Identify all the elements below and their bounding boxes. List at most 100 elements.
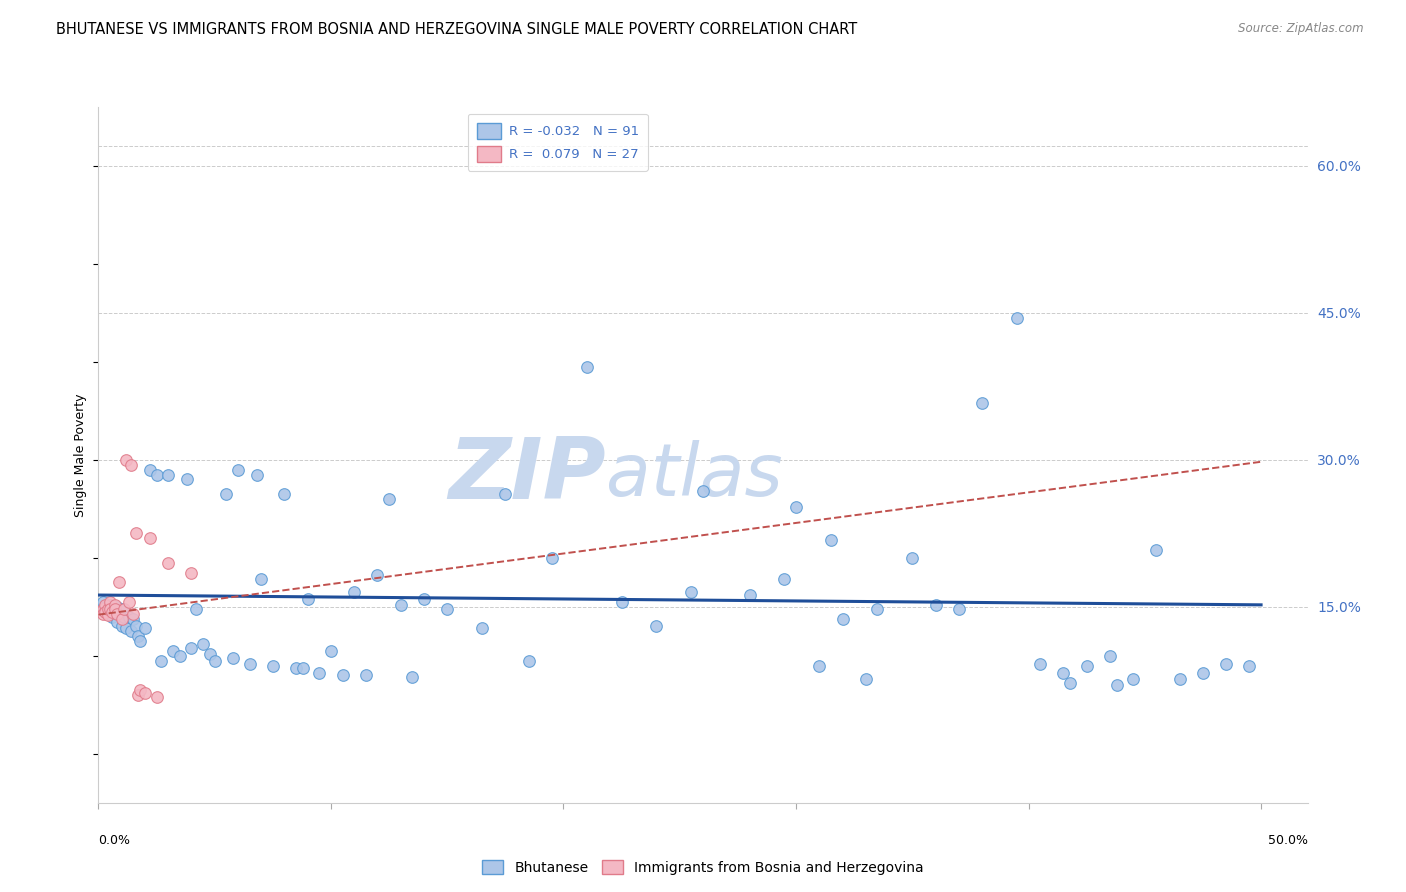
Point [98, 601, 121, 615]
Point [97, 601, 120, 615]
Point [129, 634, 152, 648]
Point [738, 588, 761, 602]
Point [226, 462, 249, 476]
Point [111, 601, 134, 615]
Point [1076, 658, 1098, 673]
Point [176, 472, 198, 486]
Point [94, 599, 117, 614]
Point [1146, 543, 1168, 558]
Point [222, 650, 245, 665]
Point [1168, 673, 1191, 687]
Point [134, 621, 156, 635]
Point [901, 550, 924, 565]
Point [91, 601, 114, 615]
Point [540, 550, 562, 565]
Point [180, 640, 202, 655]
Point [297, 591, 319, 606]
Point [1098, 648, 1121, 663]
Point [285, 660, 308, 674]
Point [134, 686, 156, 700]
Point [157, 556, 180, 570]
Point [157, 467, 180, 482]
Point [204, 654, 226, 668]
Point [436, 601, 458, 615]
Point [108, 575, 131, 590]
Point [820, 533, 842, 548]
Point [124, 526, 146, 541]
Point [104, 605, 127, 619]
Point [115, 621, 138, 635]
Point [354, 668, 377, 682]
Point [127, 629, 149, 643]
Point [866, 601, 889, 615]
Point [112, 609, 135, 624]
Point [124, 619, 146, 633]
Point [494, 487, 516, 501]
Legend: R = -0.032   N = 91, R =  0.079   N = 27: R = -0.032 N = 91, R = 0.079 N = 27 [468, 113, 648, 171]
Point [129, 683, 152, 698]
Point [924, 598, 946, 612]
Point [413, 591, 436, 606]
Point [101, 601, 124, 615]
Point [169, 648, 191, 663]
Point [122, 607, 145, 621]
Point [319, 644, 342, 658]
Point [120, 624, 142, 639]
Point [1052, 666, 1074, 681]
Point [1059, 676, 1081, 690]
Point [162, 644, 184, 658]
Point [91, 607, 114, 621]
Point [101, 609, 124, 624]
Point [1192, 666, 1215, 681]
Point [180, 566, 202, 580]
Point [250, 573, 273, 587]
Point [1215, 657, 1237, 671]
Point [150, 654, 173, 668]
Text: Source: ZipAtlas.com: Source: ZipAtlas.com [1239, 22, 1364, 36]
Point [1005, 310, 1028, 325]
Point [1239, 658, 1261, 673]
Point [184, 601, 207, 615]
Point [855, 673, 877, 687]
Point [101, 605, 124, 619]
Point [948, 601, 970, 615]
Point [645, 619, 668, 633]
Point [273, 487, 295, 501]
Point [97, 605, 120, 619]
Point [191, 637, 214, 651]
Point [1105, 678, 1128, 692]
Point [145, 690, 167, 704]
Point [575, 359, 598, 374]
Point [104, 601, 127, 615]
Point [94, 598, 117, 612]
Point [366, 568, 388, 582]
Point [239, 657, 262, 671]
Point [127, 688, 149, 702]
Point [292, 660, 315, 674]
Point [262, 658, 284, 673]
Point [808, 658, 831, 673]
Point [970, 396, 993, 410]
Point [98, 598, 121, 612]
Point [104, 598, 127, 612]
Y-axis label: Single Male Poverty: Single Male Poverty [73, 393, 87, 516]
Point [785, 500, 807, 514]
Point [831, 611, 853, 625]
Point [122, 611, 145, 625]
Point [198, 647, 221, 661]
Point [94, 605, 117, 619]
Point [773, 573, 796, 587]
Point [111, 619, 134, 633]
Point [98, 595, 121, 609]
Point [118, 609, 141, 624]
Text: atlas: atlas [606, 441, 783, 511]
Point [389, 598, 412, 612]
Point [332, 668, 354, 682]
Point [138, 462, 160, 476]
Point [401, 670, 423, 684]
Point [98, 607, 121, 621]
Point [378, 491, 401, 506]
Point [112, 601, 135, 615]
Point [111, 611, 134, 625]
Point [115, 452, 138, 467]
